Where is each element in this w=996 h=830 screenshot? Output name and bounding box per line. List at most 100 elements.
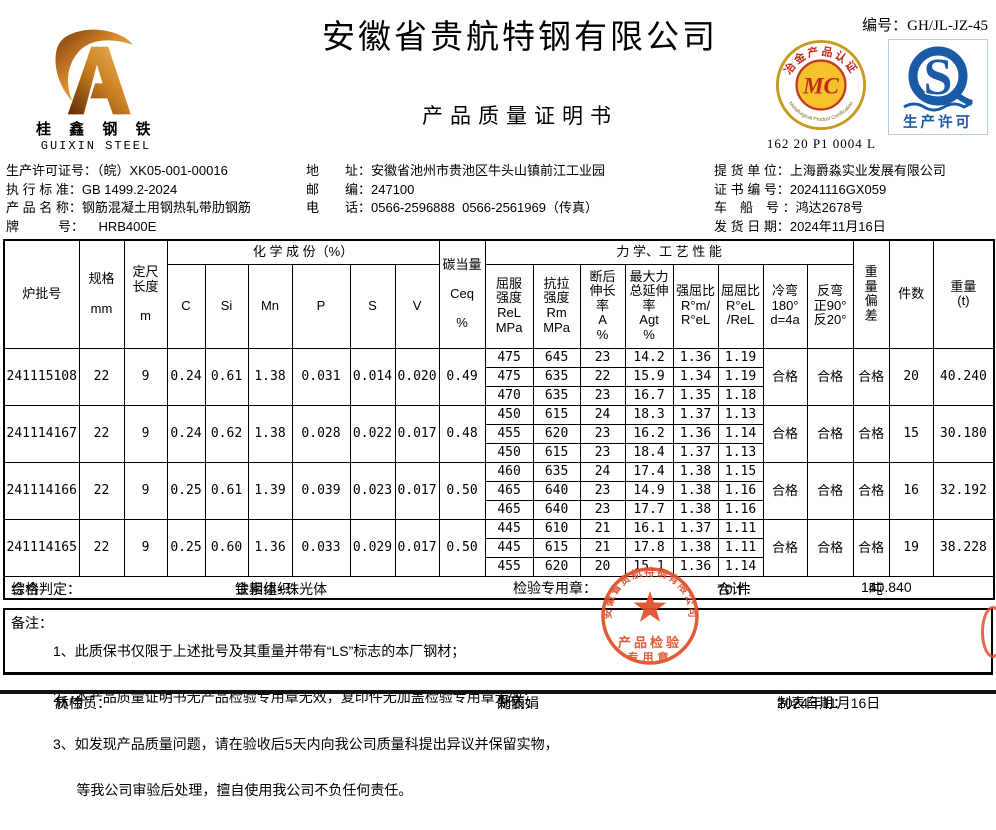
col-header-weight-deviation: 重 量 偏 差 [852,239,890,349]
col-header-heat-no: 炉批号 [3,239,80,349]
mech-cell: 17.7 [624,499,674,520]
mech-cell: 1.38 [672,499,719,520]
svg-text:生产许可: 生产许可 [903,113,973,131]
chem-cell: 0.039 [291,461,351,520]
mech-cell: 23 [579,347,626,368]
field-value: 247100 [371,181,415,197]
chem-cell: 0.60 [204,518,249,577]
field-label: 提 货 单 位： [714,163,790,178]
col-header-spec: 规格 mm [78,239,125,349]
spec-cell: 22 [78,461,125,520]
mech-cell: 18.3 [624,404,674,425]
col-header-s: S [349,263,396,349]
mech-cell: 1.38 [672,461,719,482]
table-subrow: 455 620 23 16.2 1.36 1.14 [4,423,994,444]
chem-cell: 1.38 [247,347,293,406]
reverse-bend-result: 合格 [806,347,854,406]
qs-license-badge: S 生产许可 [888,39,988,135]
pieces-cell: 19 [888,518,934,577]
table-subrow: 470 635 23 16.7 1.35 1.18 [4,385,994,406]
weight-deviation-result: 合格 [852,347,890,406]
mech-cell: 635 [532,461,581,482]
weight-cell: 30.180 [932,404,995,463]
mech-cell: 1.13 [717,404,764,425]
table-row: 241115108 22 9 0.24 0.61 1.38 0.031 0.01… [3,347,995,406]
chem-cell: 0.017 [394,461,440,520]
col-header-cold-bend: 冷弯 180° d=4a [762,263,808,349]
length-cell: 9 [123,518,168,577]
table-subrow: 465 640 23 17.7 1.38 1.16 [4,499,994,520]
col-header-agt: 最大力 总延伸 率 Agt % [624,263,674,349]
info-column-left: 生产许可证号：（皖）XK05-001-00016 执 行 标 准：GB 1499… [6,162,306,239]
mech-cell: 470 [484,385,534,406]
quality-data-table: 炉批号 规格 mm 定尺 长度 m 化 学 成 份（%） 碳当量 Ceq % 力… [3,239,996,600]
guixin-logo: 桂 鑫 钢 铁 GUIXIN STEEL [36,26,156,153]
col-header-rel: 屈服 强度 ReL MPa [484,263,534,349]
mech-cell: 20 [579,556,626,577]
inspection-seal-label: 检验专用章： [513,579,597,596]
group-header-chemistry: 化 学 成 份（%） [166,239,440,265]
mech-cell: 1.34 [672,366,719,387]
mech-cell: 24 [579,404,626,425]
reverse-bend-result: 合格 [806,518,854,577]
mech-cell: 1.37 [672,518,719,539]
mech-cell: 610 [532,518,581,539]
mech-cell: 1.38 [672,537,719,558]
table-subrow: 445 615 21 17.8 1.38 1.11 [4,537,994,558]
mech-cell: 615 [532,442,581,463]
mech-cell: 1.16 [717,480,764,501]
weight-deviation-result: 合格 [852,404,890,463]
pieces-cell: 16 [888,461,934,520]
mech-cell: 23 [579,385,626,406]
mech-cell: 615 [532,404,581,425]
field-label: 产 品 名 称： [6,200,82,215]
field-value: 20241116GX059 [789,181,887,197]
mech-cell: 455 [484,423,534,444]
mech-cell: 24 [579,461,626,482]
spec-cell: 22 [78,404,125,463]
remarks-text: 1、此质保书仅限于上述批号及其重量并带有“LS”标志的本厂钢材； 2、本产品质量… [53,642,559,798]
mech-cell: 1.38 [672,480,719,501]
pieces-cell: 15 [888,404,934,463]
heat-no-cell: 241115108 [3,347,80,406]
mech-cell: 475 [484,366,534,387]
field-value: （皖）XK05-001-00016 [97,163,228,178]
remarks-box: 备注： 1、此质保书仅限于上述批号及其重量并带有“LS”标志的本厂钢材； 2、本… [3,607,993,798]
mech-cell: 1.11 [717,537,764,558]
certificate-number: 编号：GH/JL-JZ-45 [746,14,988,35]
mech-cell: 1.14 [717,556,764,577]
length-cell: 9 [123,404,168,463]
weight-cell: 32.192 [932,461,995,520]
chem-cell: 0.61 [204,347,249,406]
mech-cell: 465 [484,480,534,501]
info-section: 生产许可证号：（皖）XK05-001-00016 执 行 标 准：GB 1499… [0,160,996,239]
mech-cell: 23 [579,480,626,501]
mech-cell: 455 [484,556,534,577]
weight-deviation-result: 合格 [852,518,890,577]
cold-bend-result: 合格 [762,518,808,577]
signature-row: 质检员： 林伟 制表： 郑丽娟 制表日期： 2024年11月16日 [55,694,881,711]
chem-cell: 0.014 [349,347,396,406]
company-name: 安徽省贵航特钢有限公司 [322,20,718,56]
group-header-mechanical: 力 学、工 艺 性 能 [484,239,854,265]
mech-cell: 620 [532,423,581,444]
chem-cell: 0.031 [291,347,351,406]
field-value: 2024年11月16日 [789,218,886,234]
field-value: GB 1499.2-2024 [81,181,178,197]
page-title: 产品质量证明书 [422,104,618,128]
field-label: 生产许可证号： [6,163,98,178]
weight-cell: 40.240 [932,347,995,406]
col-header-pieces: 件数 [888,239,934,349]
ceq-cell: 0.48 [438,404,486,463]
field-label: 证 书 编 号： [714,181,790,197]
table-row: 241114166 22 9 0.25 0.61 1.39 0.039 0.02… [3,461,995,520]
col-header-p: P [291,263,351,349]
info-column-middle: 地 址：安徽省池州市贵池区牛头山镇前江工业园 邮 编：247100 电 话：05… [306,162,714,239]
weight-deviation-result: 合格 [852,461,890,520]
field-label: 车 船 号 ： [714,200,796,215]
mech-cell: 16.1 [624,518,674,539]
logo-cn-text: 桂 鑫 钢 铁 [36,121,158,138]
mech-cell: 15.1 [624,556,674,577]
info-column-right: 提 货 单 位：上海爵淼实业发展有限公司 证 书 编 号：20241116GX0… [714,162,996,239]
mc-certificate-code: 162 20 P1 0004 L [766,136,876,151]
